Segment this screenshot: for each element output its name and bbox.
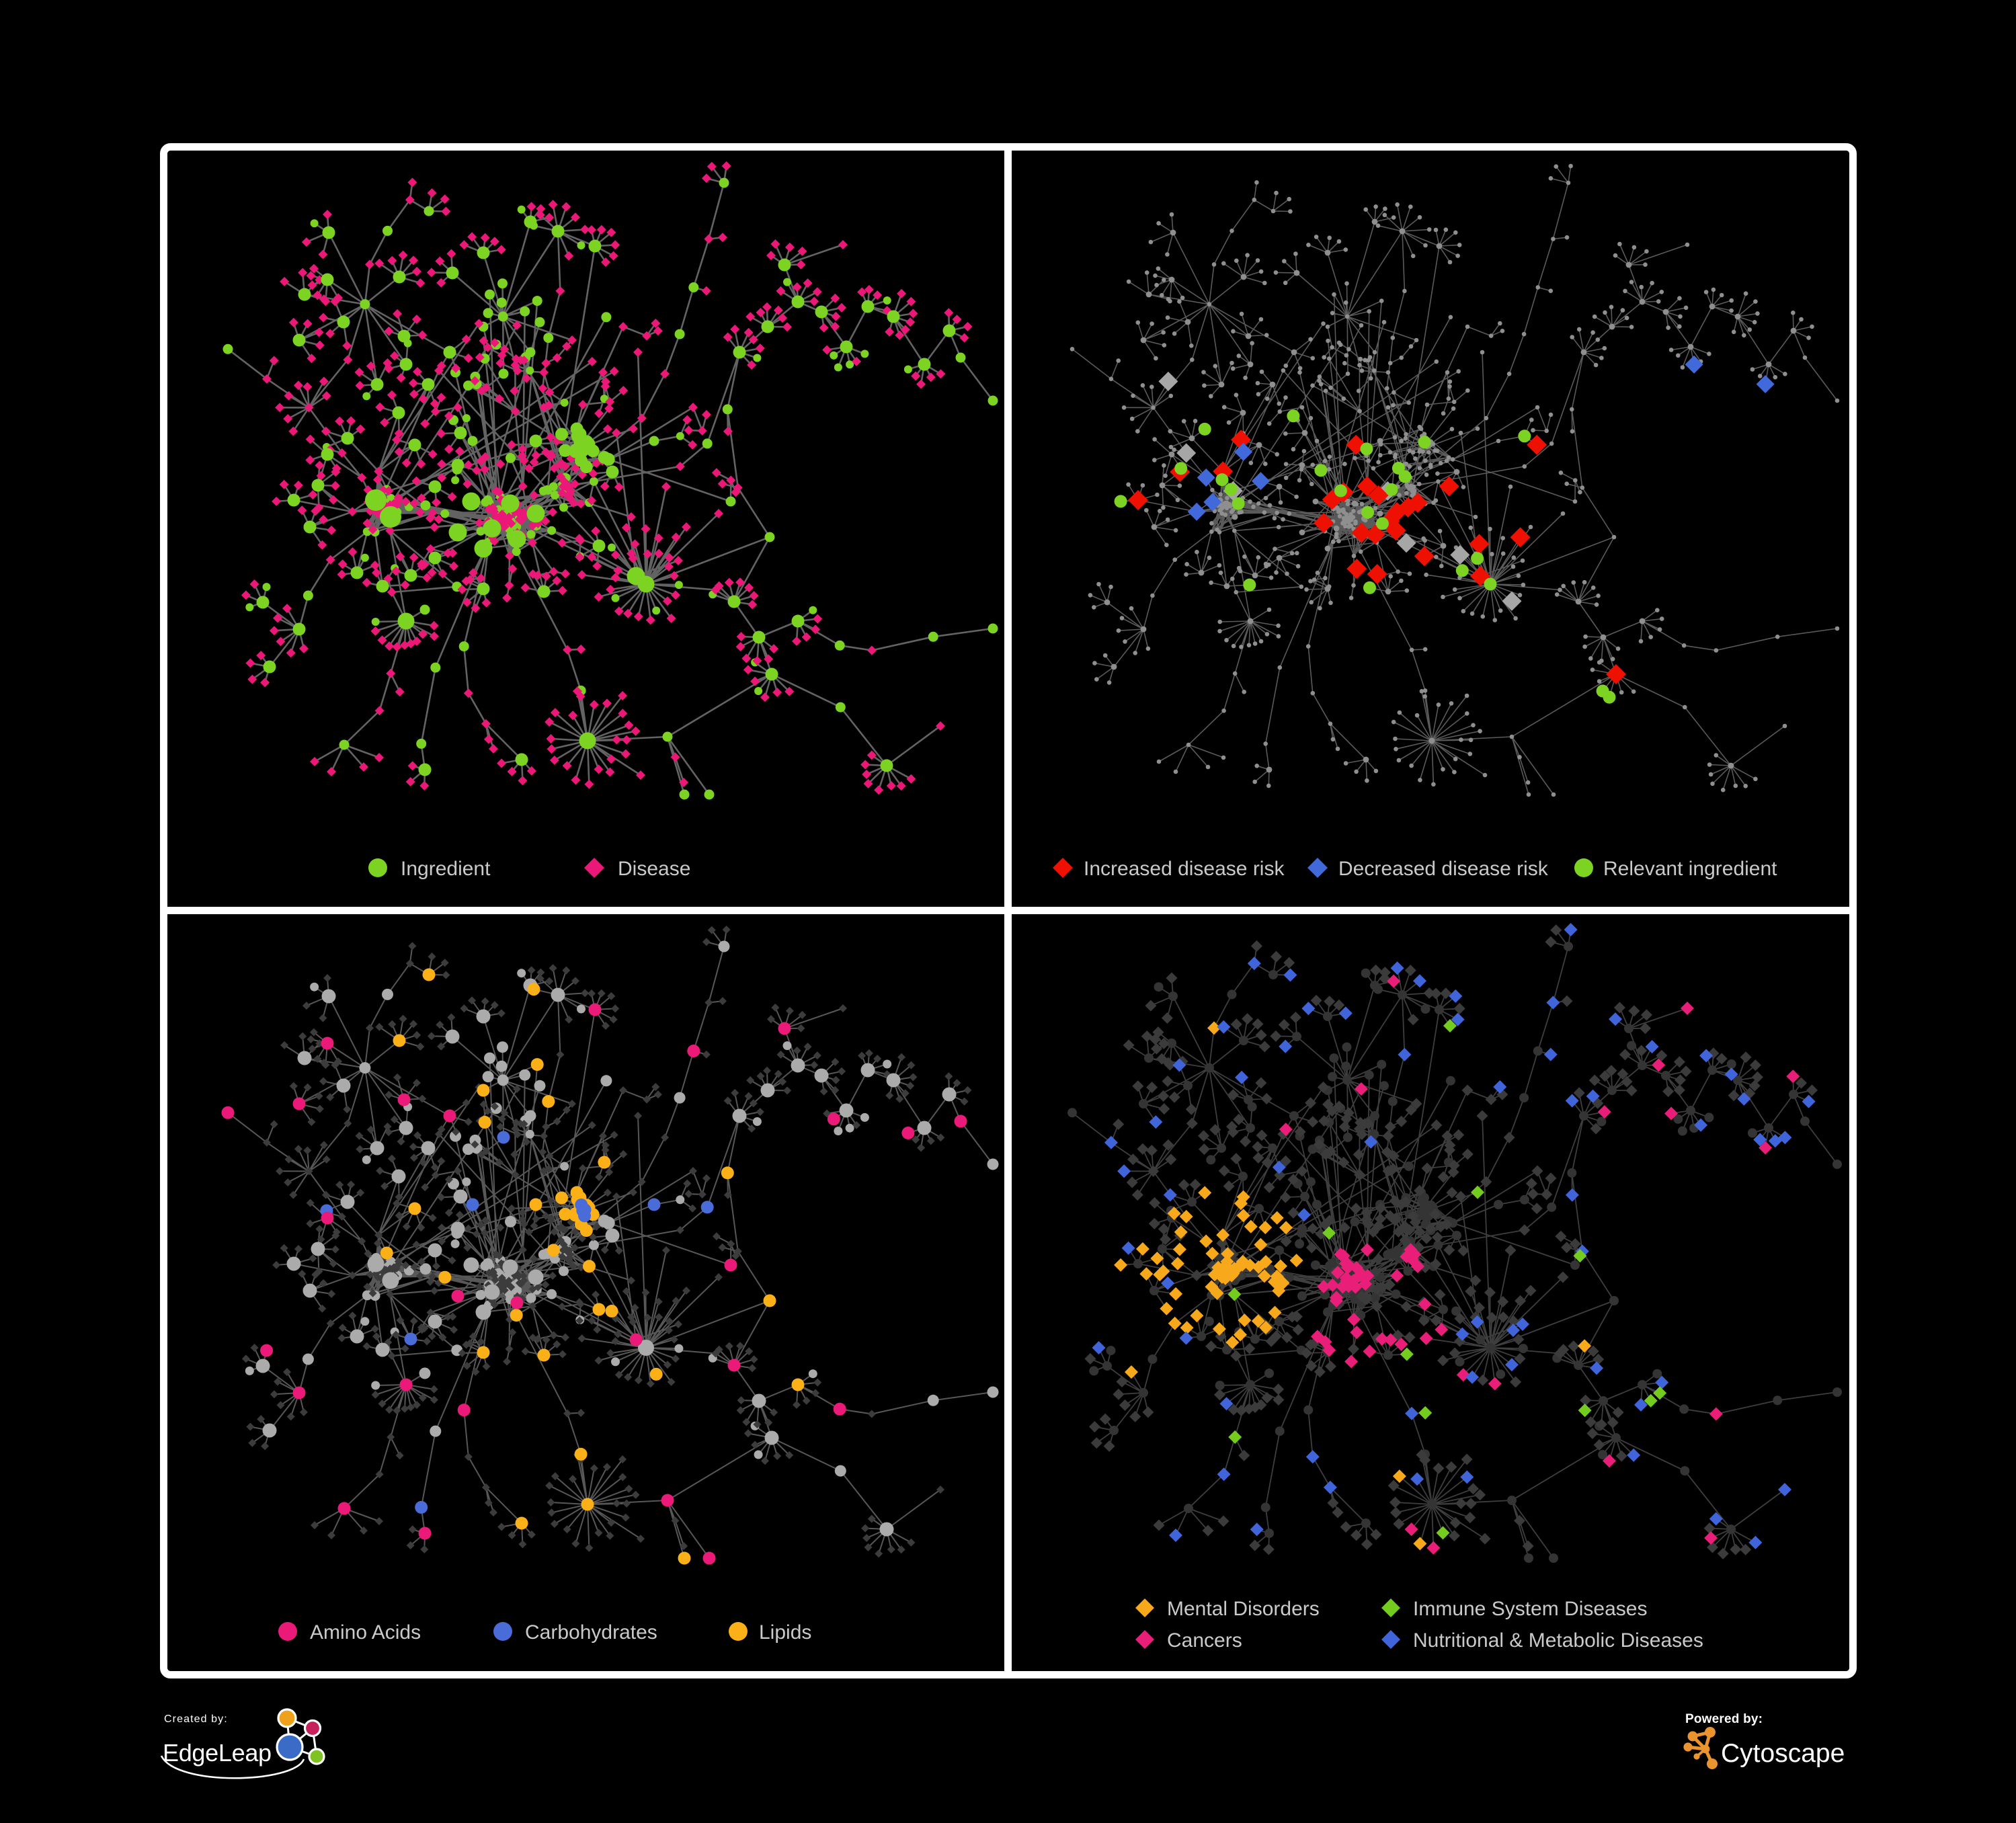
svg-text:Amino Acids: Amino Acids (310, 1621, 421, 1644)
svg-text:EdgeLeap: EdgeLeap (163, 1739, 272, 1767)
svg-text:Created by:: Created by: (164, 1713, 228, 1725)
svg-text:Immune System Diseases: Immune System Diseases (1413, 1598, 1647, 1620)
svg-text:Ingredient: Ingredient (401, 858, 491, 880)
svg-text:Decreased disease risk: Decreased disease risk (1338, 858, 1549, 880)
svg-text:Cytoscape: Cytoscape (1721, 1739, 1845, 1768)
svg-text:Carbohydrates: Carbohydrates (525, 1621, 657, 1644)
svg-text:Increased disease risk: Increased disease risk (1084, 858, 1285, 880)
svg-text:Mental Disorders: Mental Disorders (1167, 1598, 1320, 1620)
svg-text:Relevant ingredient: Relevant ingredient (1603, 858, 1777, 880)
svg-text:Disease: Disease (618, 858, 690, 880)
svg-text:Powered by:: Powered by: (1685, 1712, 1763, 1726)
svg-text:Nutritional & Metabolic Diseas: Nutritional & Metabolic Diseases (1413, 1629, 1703, 1652)
svg-text:Cancers: Cancers (1167, 1629, 1242, 1652)
svg-text:Lipids: Lipids (759, 1621, 811, 1644)
